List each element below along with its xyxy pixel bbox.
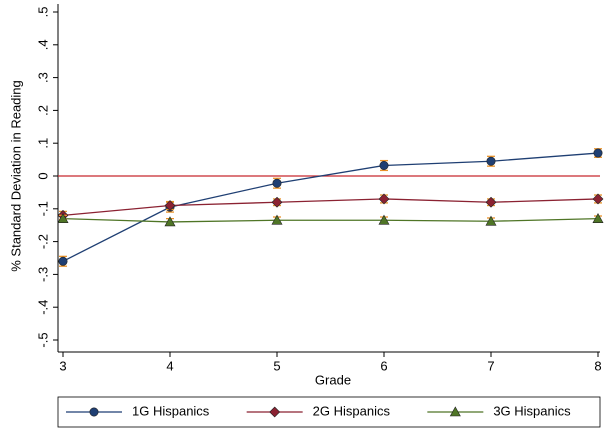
marker [378,214,390,225]
marker [485,196,497,208]
y-tick-label: 0 [35,172,50,179]
x-axis-title: Grade [315,372,351,387]
marker [57,213,69,223]
y-tick-label: .1 [35,138,50,149]
x-tick-label: 5 [273,358,280,373]
marker [272,178,282,188]
marker [58,256,68,266]
y-tick-label: .2 [35,105,50,116]
marker [378,193,390,205]
legend-label: 1G Hispanics [132,403,210,418]
marker [271,214,283,225]
marker [592,213,604,223]
y-tick-label: -.1 [35,201,50,216]
x-tick-label: 3 [59,358,66,373]
x-tick-label: 7 [487,358,494,373]
marker [593,148,603,158]
marker [379,161,389,171]
marker [269,406,281,418]
x-tick-label: 4 [166,358,173,373]
y-axis-title: % Standard Deviation in Reading [8,80,23,272]
y-tick-label: .3 [35,72,50,83]
marker [486,156,496,166]
series-line [62,152,599,262]
y-tick-label: -.3 [35,267,50,282]
marker [592,193,604,205]
marker [449,406,461,417]
x-tick-label: 8 [594,358,601,373]
y-tick-label: .4 [35,39,50,50]
marker [164,200,176,211]
y-tick-label: -.2 [35,234,50,249]
marker [271,196,283,208]
marker [164,216,176,227]
legend-box [57,396,601,428]
y-tick-label: .5 [35,7,50,18]
y-tick-label: -.5 [35,332,50,347]
series-line [62,217,599,223]
series-line [62,198,599,217]
marker [485,215,497,226]
legend-label: 2G Hispanics [313,403,391,418]
x-tick-label: 6 [380,358,387,373]
legend-label: 3G Hispanics [493,403,571,418]
y-tick-label: -.4 [35,300,50,315]
marker [89,407,99,417]
